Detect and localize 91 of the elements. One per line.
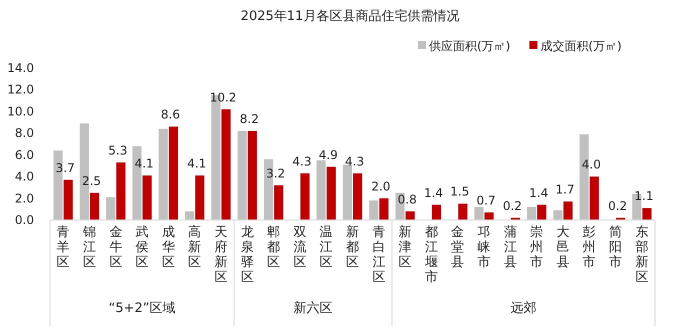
x-tick-label: 天府新区	[214, 225, 228, 285]
bar	[185, 211, 194, 220]
data-label: 0.2	[608, 198, 628, 213]
data-label: 1.4	[424, 186, 444, 200]
x-tick-label: 成华区	[162, 225, 175, 270]
text: “5+2”区域	[108, 301, 176, 316]
data-label: 2.0	[371, 179, 390, 194]
chart-title: 2025年11月各区县商品住宅供需情况	[240, 8, 460, 24]
data-label: 10.2	[210, 90, 236, 104]
data-label: 0.7	[476, 193, 496, 208]
bar	[195, 175, 204, 220]
bar	[526, 206, 536, 220]
bar	[116, 162, 126, 220]
bar	[64, 180, 73, 220]
x-tick-label: 郫都区	[267, 225, 280, 270]
x-tick-label: 锦江区	[82, 225, 96, 270]
bar	[553, 210, 562, 220]
data-label: 1.7	[555, 182, 575, 197]
bar	[590, 176, 599, 220]
bar	[248, 130, 257, 220]
data-label: 4.9	[318, 148, 338, 162]
x-tick-label: 金堂县	[451, 225, 464, 270]
bar	[563, 202, 573, 220]
bar	[90, 192, 100, 220]
data-label: 1.1	[634, 189, 654, 204]
y-tick-label: 10.0	[7, 104, 34, 118]
bar	[158, 128, 168, 220]
bar	[484, 212, 494, 220]
y-tick-label: 0.0	[14, 213, 34, 227]
y-tick-label: 14.0	[7, 61, 34, 75]
data-label: 3.7	[56, 160, 75, 175]
bar	[274, 185, 284, 220]
x-tick-label: 双流区	[293, 225, 306, 270]
text: 新六区	[294, 301, 333, 316]
y-tick-label: 12.0	[7, 82, 34, 97]
x-tick-label: 都江堰市	[424, 225, 438, 285]
x-tick-label: 东部新区	[635, 225, 648, 285]
bar	[326, 166, 336, 220]
x-tick-label: 崇州市	[530, 225, 544, 270]
bar	[353, 173, 362, 220]
x-tick-label: 金牛区	[109, 225, 122, 270]
x-tick-label: 温江区	[320, 225, 333, 270]
text: 远郊	[510, 301, 536, 316]
bar	[379, 198, 388, 220]
bar	[458, 204, 468, 220]
data-label: 4.1	[187, 156, 206, 170]
y-tick-label: 2.0	[14, 191, 34, 206]
data-label: 8.2	[240, 112, 259, 126]
x-tick-label: 简阳市	[609, 225, 622, 270]
bar	[642, 208, 652, 220]
y-tick-label: 4.0	[14, 170, 34, 184]
data-label: 5.3	[108, 143, 128, 158]
legend-label: 供应面积(万㎡)	[429, 39, 510, 53]
data-label: 4.0	[582, 158, 601, 172]
y-tick-label: 8.0	[14, 126, 34, 140]
data-label: 8.6	[160, 108, 180, 122]
bar	[432, 204, 442, 220]
x-tick-label: 彭州市	[582, 225, 596, 270]
data-label: 2.5	[82, 174, 102, 188]
bar	[168, 126, 178, 220]
data-label: 1.5	[450, 184, 470, 199]
bar	[342, 164, 352, 220]
bar	[406, 211, 415, 220]
data-label: 3.2	[266, 166, 286, 180]
bar	[221, 109, 231, 220]
x-tick-label: 龙泉驿区	[240, 225, 254, 285]
bar	[300, 173, 310, 220]
data-label: 4.3	[345, 154, 364, 168]
data-label: 0.8	[398, 192, 417, 206]
x-tick-label: 青白江区	[372, 225, 386, 285]
x-tick-label: 新都区	[346, 225, 359, 270]
x-tick-label: 大邑县	[556, 225, 570, 270]
x-tick-label: 蒲江县	[504, 225, 517, 270]
bar	[316, 160, 326, 220]
y-tick-label: 6.0	[14, 148, 34, 162]
data-label: 1.4	[529, 186, 548, 200]
bar	[142, 175, 152, 220]
bar	[238, 130, 247, 220]
x-tick-label: 新津区	[398, 225, 412, 270]
bar	[537, 204, 546, 220]
x-tick-label: 高新区	[188, 224, 202, 270]
legend-label: 成交面积(万㎡)	[540, 39, 622, 53]
data-label: 4.3	[292, 154, 312, 168]
x-tick-label: 青羊区	[56, 225, 70, 270]
x-tick-label: 邛崃市	[478, 225, 491, 270]
bar	[106, 197, 116, 220]
data-label: 0.2	[502, 198, 522, 213]
bar	[369, 200, 378, 220]
x-tick-label: 武侯区	[136, 225, 149, 270]
bar	[474, 206, 484, 220]
data-label: 4.1	[134, 156, 154, 170]
